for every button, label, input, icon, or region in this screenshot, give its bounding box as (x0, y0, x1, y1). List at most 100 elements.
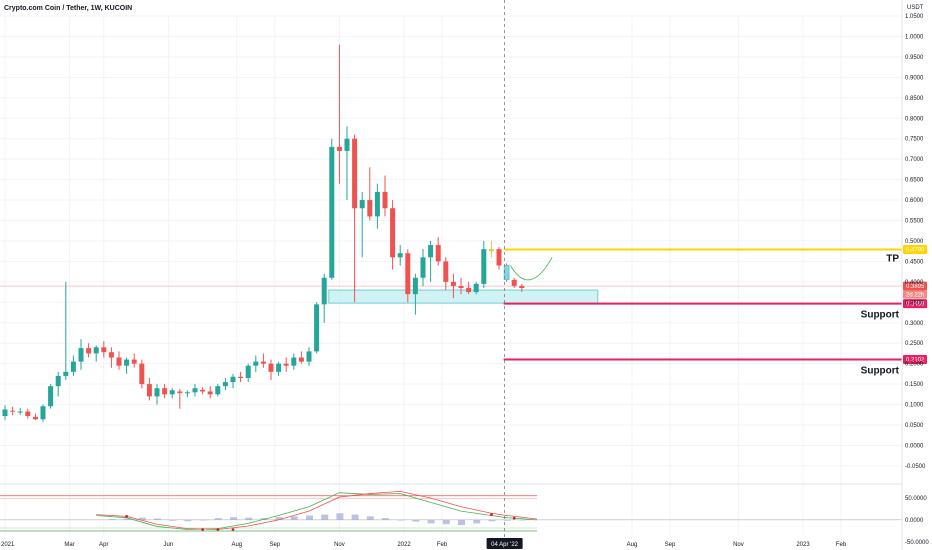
last-price-label: 0.3895 (906, 284, 925, 290)
candle-body (192, 388, 198, 393)
x-tick-label: Feb (437, 542, 448, 548)
candle-body (200, 389, 206, 392)
y-tick-label: 1.0000 (905, 34, 924, 40)
histogram-bar (488, 519, 496, 522)
histogram-bar (275, 517, 283, 520)
y-tick-label: -0.0500 (905, 464, 926, 470)
candle-body (184, 392, 190, 394)
candle-body (450, 281, 456, 286)
candle-body (412, 277, 418, 295)
candle-body (139, 363, 145, 385)
histogram-bar (154, 518, 161, 520)
chart-title: Crypto.com Coin / Tether, 1W, KUCOIN (4, 5, 132, 12)
support-2-price-tag-label: 0.2102 (906, 357, 925, 363)
histogram-bar (351, 514, 359, 520)
countdown-tag (903, 290, 927, 299)
candle-body (63, 371, 69, 376)
candle-body (48, 386, 54, 407)
candle-body (116, 357, 122, 366)
candle-body (473, 283, 479, 293)
support-1-price-tag-label: 0.3469 (906, 302, 925, 308)
candle-body (443, 261, 449, 282)
candle-body (17, 411, 23, 413)
tp-annotation: TP (886, 254, 899, 265)
support-zone[interactable] (328, 289, 599, 304)
histogram-bar (458, 519, 465, 526)
candle-body (146, 384, 152, 397)
y-tick-label: 0.8000 (905, 116, 924, 122)
y-tick-label: 0.0500 (905, 423, 924, 429)
price-levels: 0.4790 TP 0.3469 Support 0.2102 Support 0.3895… (503, 245, 927, 376)
candle-body (25, 411, 31, 417)
candle-body (488, 249, 494, 252)
candle-body (2, 409, 8, 417)
y-tick-label: 0.2000 (905, 362, 924, 368)
candle-body (503, 265, 510, 281)
histogram-bar (245, 517, 253, 520)
x-tick-label: Aug (231, 542, 242, 548)
candle-body (314, 304, 320, 352)
histogram-bar (412, 519, 420, 522)
candle-body (55, 375, 61, 387)
y-tick-label: 0.7000 (905, 157, 924, 163)
support-2-annotation: Support (861, 365, 900, 376)
x-tick-label: Mar (64, 542, 74, 548)
oscillator-tick-label: -50.0000 (905, 540, 929, 546)
y-tick-label: 1.0500 (905, 14, 924, 20)
countdown-label: 2d 22h (906, 293, 924, 299)
candle-body (466, 287, 472, 293)
oscillator-marker (216, 528, 220, 531)
candle-body (93, 347, 99, 354)
support-1-price-tag (903, 299, 927, 309)
time-axis[interactable]: 2021 Mar Apr Jun Aug Sep Nov 2022 Feb Aug Sep Nov 20… (1, 538, 847, 549)
x-tick-label: 2022 (397, 542, 411, 548)
histogram-bar (138, 517, 146, 520)
candle-body (481, 249, 487, 284)
candle-body (238, 376, 244, 378)
oscillator-marker (490, 513, 493, 516)
x-tick-label: 2021 (1, 542, 15, 548)
candle-body (458, 285, 464, 288)
cursor-date-label: 04 Apr '22 (491, 542, 518, 548)
candle-body (162, 388, 168, 395)
y-tick-label: 0.5500 (905, 219, 924, 225)
price-axis[interactable]: 1.0500 1.0000 0.9500 0.9000 0.8500 0.8000 0.75… (901, 0, 926, 550)
candle-body (124, 359, 130, 366)
histogram-bar (169, 519, 177, 521)
candle-body (367, 200, 373, 217)
candle-body (230, 376, 236, 383)
support-2-price-tag (903, 354, 927, 364)
candle-body (382, 191, 388, 209)
oscillator-marker (231, 528, 235, 531)
support-zone-rect (328, 289, 599, 304)
last-price-tag (903, 281, 927, 291)
candle-body (359, 200, 365, 209)
histogram-bar (366, 516, 374, 520)
candle-body (78, 348, 84, 362)
cursor-date-tag (486, 538, 523, 549)
y-tick-label: 0.2500 (905, 341, 924, 347)
histogram-bar (214, 518, 222, 520)
y-tick-label: 0.5000 (905, 239, 924, 245)
histogram-bar (108, 518, 116, 520)
x-tick-label: Nov (733, 542, 744, 548)
projection-arc (510, 257, 553, 281)
histogram-bar (123, 518, 131, 520)
y-tick-label: 0.0000 (905, 443, 924, 449)
x-tick-label: Jun (164, 542, 174, 548)
histogram-bar (306, 515, 313, 520)
y-tick-label: 0.4500 (905, 259, 924, 265)
x-tick-label: Aug (627, 542, 638, 548)
x-tick-label: Sep (665, 542, 676, 548)
candle-body (374, 191, 380, 217)
x-tick-label: Nov (334, 542, 345, 548)
candle-body (131, 359, 137, 364)
oscillator-line-fast (96, 492, 538, 530)
candle-body (177, 391, 183, 394)
candle-body (397, 253, 403, 258)
candle-body (260, 361, 266, 364)
projection-curve (510, 257, 553, 281)
candle-body (291, 357, 297, 366)
candle-body (283, 363, 289, 366)
